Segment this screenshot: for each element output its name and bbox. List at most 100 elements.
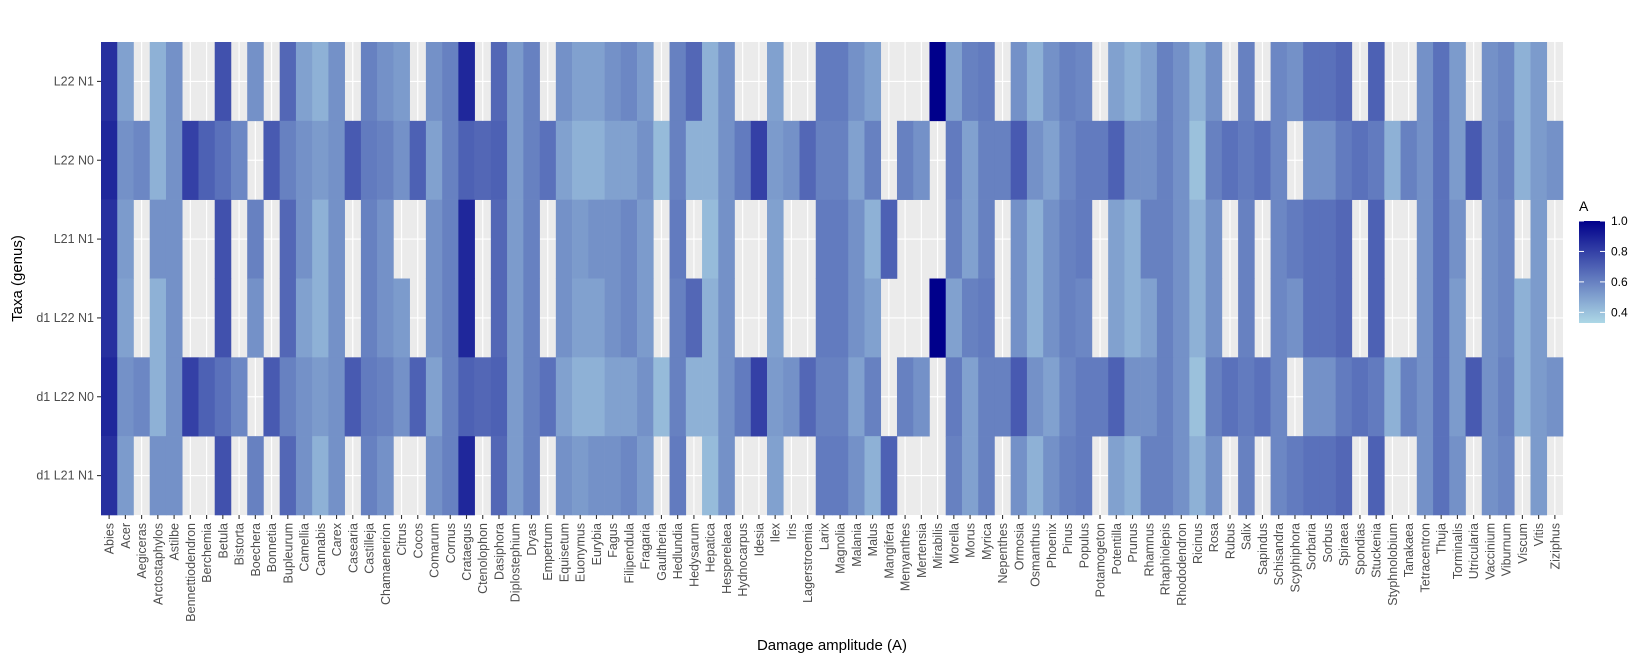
heatmap-tile [295, 278, 313, 358]
heatmap-tile [620, 357, 638, 437]
heatmap-tile [1108, 42, 1125, 122]
x-tick-label: Acer [119, 523, 133, 549]
heatmap-tile [1530, 436, 1548, 516]
y-tick-label: d1 L21 N1 [36, 469, 94, 483]
heatmap-tile [1189, 278, 1206, 358]
heatmap-tile [490, 42, 508, 122]
heatmap-tile [523, 436, 540, 516]
heatmap-tile [1075, 42, 1093, 122]
x-tick-label: Pinus [1061, 523, 1075, 554]
x-tick-label: Mertensia [915, 523, 929, 578]
heatmap-tile [458, 120, 475, 200]
heatmap-tile [637, 278, 654, 358]
x-tick-label: Lagerstroemia [801, 523, 815, 603]
heatmap-tile [815, 436, 833, 516]
heatmap-tile [1270, 357, 1288, 437]
heatmap-tile [1238, 120, 1255, 200]
heatmap-tile [718, 436, 735, 516]
heatmap-tile [685, 120, 703, 200]
heatmap-tile [1091, 357, 1109, 437]
heatmap-tile [880, 199, 898, 279]
heatmap-tile [702, 42, 719, 122]
heatmap-tile [117, 436, 134, 516]
heatmap-tile [1189, 120, 1206, 200]
heatmap-tile [1481, 120, 1499, 200]
heatmap-tile [1530, 357, 1548, 437]
x-tick-label: Malus [866, 523, 880, 556]
heatmap-tile [1449, 120, 1466, 200]
x-tick-label: Hedlundia [671, 523, 685, 579]
heatmap-tile [149, 436, 167, 516]
heatmap-tile [1043, 278, 1060, 358]
x-tick-label: Stuckenia [1370, 523, 1384, 578]
x-tick-label: Hepatica [704, 523, 718, 572]
heatmap-tile [1368, 120, 1385, 200]
heatmap-tile [961, 436, 979, 516]
heatmap-tile [1319, 278, 1336, 358]
x-tick-label: Potentilla [1110, 523, 1124, 574]
heatmap-tile [864, 199, 882, 279]
heatmap-tile [1124, 357, 1141, 437]
heatmap-tile [425, 42, 443, 122]
x-tick-label: Scyphiphora [1288, 523, 1302, 593]
heatmap-tile [620, 42, 638, 122]
heatmap-tile [1156, 436, 1174, 516]
heatmap-tile [572, 357, 589, 437]
x-tick-label: Rubus [1223, 523, 1237, 559]
heatmap-tile [702, 278, 719, 358]
heatmap-tile [1043, 120, 1060, 200]
heatmap-tile [669, 357, 687, 437]
heatmap-tile [101, 120, 118, 200]
heatmap-tile [880, 436, 898, 516]
heatmap-tile [214, 120, 232, 200]
x-tick-label: Diplostephium [509, 523, 523, 602]
heatmap-tile [1075, 199, 1093, 279]
heatmap-tile [1449, 42, 1466, 122]
heatmap-tile [620, 120, 638, 200]
heatmap-tile [637, 120, 654, 200]
heatmap-tile [767, 120, 784, 200]
x-tick-label: Fragaria [639, 523, 653, 570]
heatmap-tile [832, 199, 849, 279]
x-tick-label: Cornus [444, 523, 458, 563]
heatmap-tile [994, 120, 1011, 200]
heatmap-tile [702, 357, 719, 437]
heatmap-tile [133, 357, 151, 437]
heatmap-tile [1433, 42, 1450, 122]
heatmap-tile [1059, 278, 1076, 358]
x-tick-label: Viscum [1516, 523, 1530, 564]
heatmap-tile [588, 436, 605, 516]
heatmap-tile [279, 357, 297, 437]
heatmap-tile [978, 199, 995, 279]
heatmap-tile [669, 42, 687, 122]
heatmap-tile [945, 199, 963, 279]
heatmap-tile [1189, 199, 1206, 279]
x-tick-label: Viburnum [1500, 523, 1514, 576]
heatmap-tile [1498, 42, 1515, 122]
heatmap-tile [490, 357, 508, 437]
x-tick-label: Thuja [1435, 523, 1449, 554]
heatmap-tile [604, 357, 622, 437]
heatmap-tile [1238, 436, 1255, 516]
heatmap-tile [1368, 42, 1385, 122]
heatmap-tile [377, 199, 394, 279]
heatmap-tile [1075, 120, 1093, 200]
heatmap-tile [312, 42, 329, 122]
x-tick-label: Osmanthus [1029, 523, 1043, 587]
heatmap-tile [945, 436, 963, 516]
heatmap-tile [1270, 199, 1288, 279]
heatmap-tile [734, 120, 752, 200]
heatmap-tile [101, 199, 118, 279]
x-tick-label: Idesia [752, 523, 766, 556]
heatmap-tile [1156, 120, 1174, 200]
heatmap-tile [685, 278, 703, 358]
heatmap-tile [360, 120, 378, 200]
heatmap-tile [702, 120, 719, 200]
heatmap-tile [1189, 436, 1206, 516]
heatmap-tile [702, 436, 719, 516]
heatmap-tile [945, 278, 963, 358]
heatmap-tile [1481, 42, 1499, 122]
heatmap-tile [295, 199, 313, 279]
heatmap-tile [961, 357, 979, 437]
heatmap-tile [1238, 357, 1255, 437]
